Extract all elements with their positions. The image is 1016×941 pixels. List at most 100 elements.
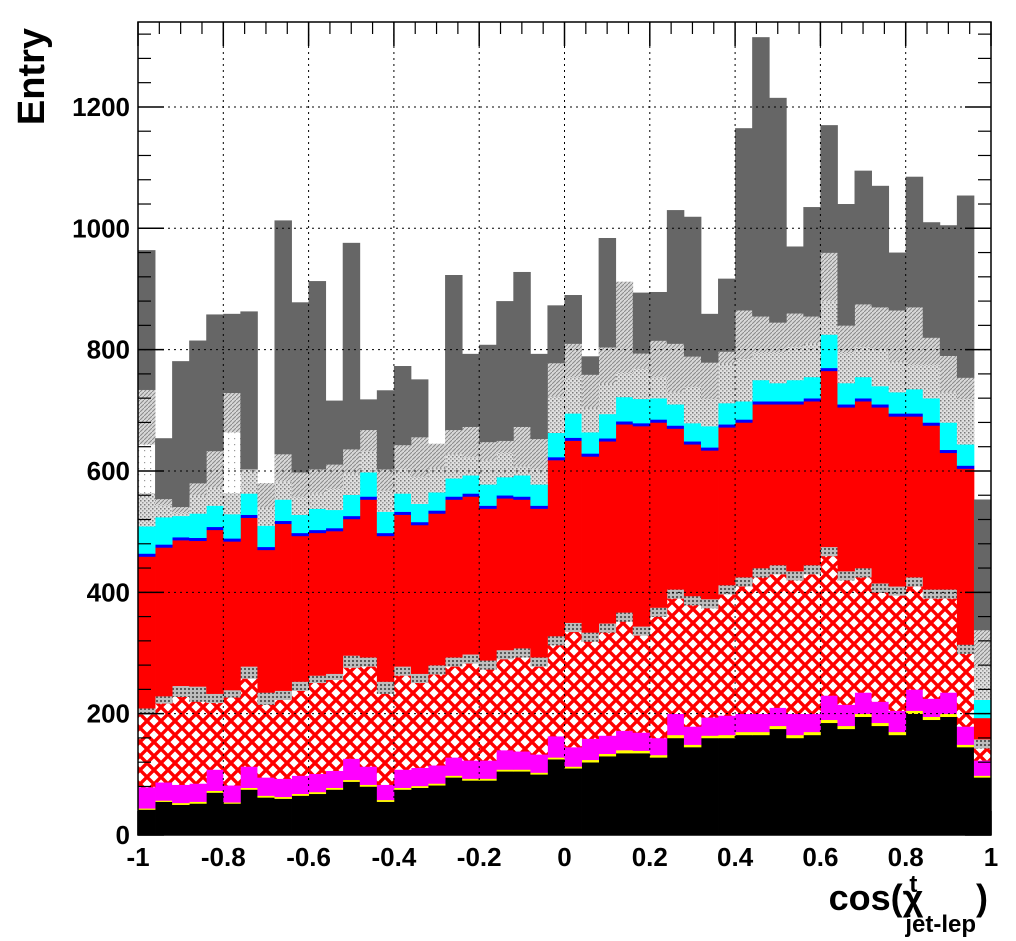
bar-s7-b5 <box>223 514 241 539</box>
bar-s11-b48 <box>956 195 975 378</box>
series-3 <box>138 555 992 788</box>
bar-s6-b7 <box>257 546 275 551</box>
bar-s2-b4 <box>206 769 224 792</box>
bar-s11-b38 <box>786 246 804 314</box>
bar-s11-b46 <box>922 222 941 338</box>
bar-s5-b8 <box>274 523 292 691</box>
bar-s10-b28 <box>615 281 634 373</box>
bar-s2-b21 <box>496 750 514 770</box>
bar-s4-b21 <box>496 649 514 660</box>
bar-s1-b45 <box>905 710 924 714</box>
bar-s7-b16 <box>410 503 429 523</box>
bar-s5-b29 <box>632 426 651 627</box>
bar-s5-b3 <box>189 540 207 687</box>
x-tick-label-3: -0.4 <box>371 842 416 872</box>
bar-s6-b6 <box>240 514 258 518</box>
bar-s5-b34 <box>718 427 736 586</box>
bar-s0-b41 <box>837 728 855 836</box>
bar-s6-b17 <box>428 510 446 514</box>
bar-s0-b9 <box>291 795 309 836</box>
bar-s10-b37 <box>769 322 787 353</box>
bar-s5-b12 <box>342 518 361 656</box>
bar-s11-b42 <box>854 170 872 305</box>
bar-s0-b5 <box>223 803 241 836</box>
bar-s1-b42 <box>854 713 872 717</box>
x-tick-label-9: 0.8 <box>888 842 924 872</box>
y-tick-label-4: 800 <box>87 335 130 365</box>
bar-s7-b17 <box>428 492 446 511</box>
bar-s0-b15 <box>393 789 412 836</box>
histogram-bars <box>138 37 992 836</box>
bar-s0-b26 <box>581 762 600 836</box>
bar-s6-b42 <box>854 398 872 402</box>
bar-s1-b8 <box>274 796 292 799</box>
bar-s4-b33 <box>700 598 719 609</box>
x-tick-label-1: -0.8 <box>201 842 246 872</box>
bar-s2-b8 <box>274 778 292 798</box>
bar-s1-b40 <box>820 719 838 724</box>
bar-s5-b21 <box>496 498 514 651</box>
bar-s0-b49 <box>973 777 992 836</box>
bar-s3-b14 <box>376 693 395 785</box>
bar-s2-b31 <box>666 713 685 736</box>
bar-s8-b37 <box>769 352 787 384</box>
bar-s7-b37 <box>769 383 787 402</box>
bar-s2-b35 <box>735 713 753 733</box>
bar-s11-b20 <box>479 344 497 443</box>
bar-s3-b7 <box>257 704 275 778</box>
bar-s8-b33 <box>700 398 719 427</box>
bar-s0-b36 <box>752 734 770 836</box>
bar-s6-b37 <box>769 401 787 405</box>
x-axis-title-close: ) <box>976 877 988 918</box>
bar-s6-b32 <box>683 441 702 445</box>
bar-s10-b49 <box>973 629 992 667</box>
y-tick-label-3: 600 <box>87 456 130 486</box>
bar-s3-b12 <box>342 667 361 759</box>
bar-s7-b18 <box>445 478 463 497</box>
bar-s10-b40 <box>820 252 838 302</box>
bar-s8-b30 <box>649 376 668 399</box>
bar-s9-b0 <box>138 444 156 494</box>
bar-s11-b33 <box>700 313 719 363</box>
bar-s6-b29 <box>632 423 651 427</box>
axis-ticks <box>137 22 992 836</box>
bar-s8-b12 <box>342 473 361 495</box>
bar-s11-b47 <box>939 225 958 356</box>
bar-s5-b49 <box>973 717 992 740</box>
bar-s10-b23 <box>530 438 548 470</box>
x-axis-title-main: cos(χ <box>829 877 924 918</box>
bar-s5-b33 <box>700 450 719 600</box>
bar-s4-b1 <box>155 696 173 704</box>
bar-s5-b36 <box>752 404 770 569</box>
bar-s1-b22 <box>513 769 531 772</box>
bar-s5-b30 <box>649 422 668 608</box>
bar-s0-b0 <box>138 809 156 836</box>
bar-s8-b4 <box>206 487 224 506</box>
bar-s6-b19 <box>462 493 480 497</box>
bar-s8-b16 <box>410 476 429 505</box>
bar-s11-b23 <box>530 353 548 440</box>
bar-s8-b28 <box>615 372 634 398</box>
bar-s2-b17 <box>428 765 446 784</box>
bar-s10-b12 <box>342 449 361 474</box>
bar-s5-b15 <box>393 514 412 667</box>
bar-s2-b12 <box>342 758 361 781</box>
bar-s6-b26 <box>581 453 600 457</box>
bar-s4-b8 <box>274 690 292 700</box>
bar-s0-b24 <box>547 759 565 836</box>
bar-s11-b27 <box>598 237 617 348</box>
bar-s1-b2 <box>172 802 190 805</box>
bar-s0-b20 <box>479 780 497 836</box>
series-8 <box>138 301 992 700</box>
bar-s11-b11 <box>325 400 344 465</box>
bar-s3-b49 <box>973 748 992 761</box>
bar-s8-b13 <box>359 450 378 473</box>
bar-s8-b7 <box>257 507 275 526</box>
bar-s7-b20 <box>479 484 497 506</box>
bar-s8-b26 <box>581 407 600 433</box>
bar-s0-b10 <box>308 793 327 836</box>
bar-s6-b5 <box>223 538 241 542</box>
bar-s5-b35 <box>735 422 753 578</box>
bar-s7-b29 <box>632 398 651 424</box>
bar-s0-b3 <box>189 803 207 836</box>
